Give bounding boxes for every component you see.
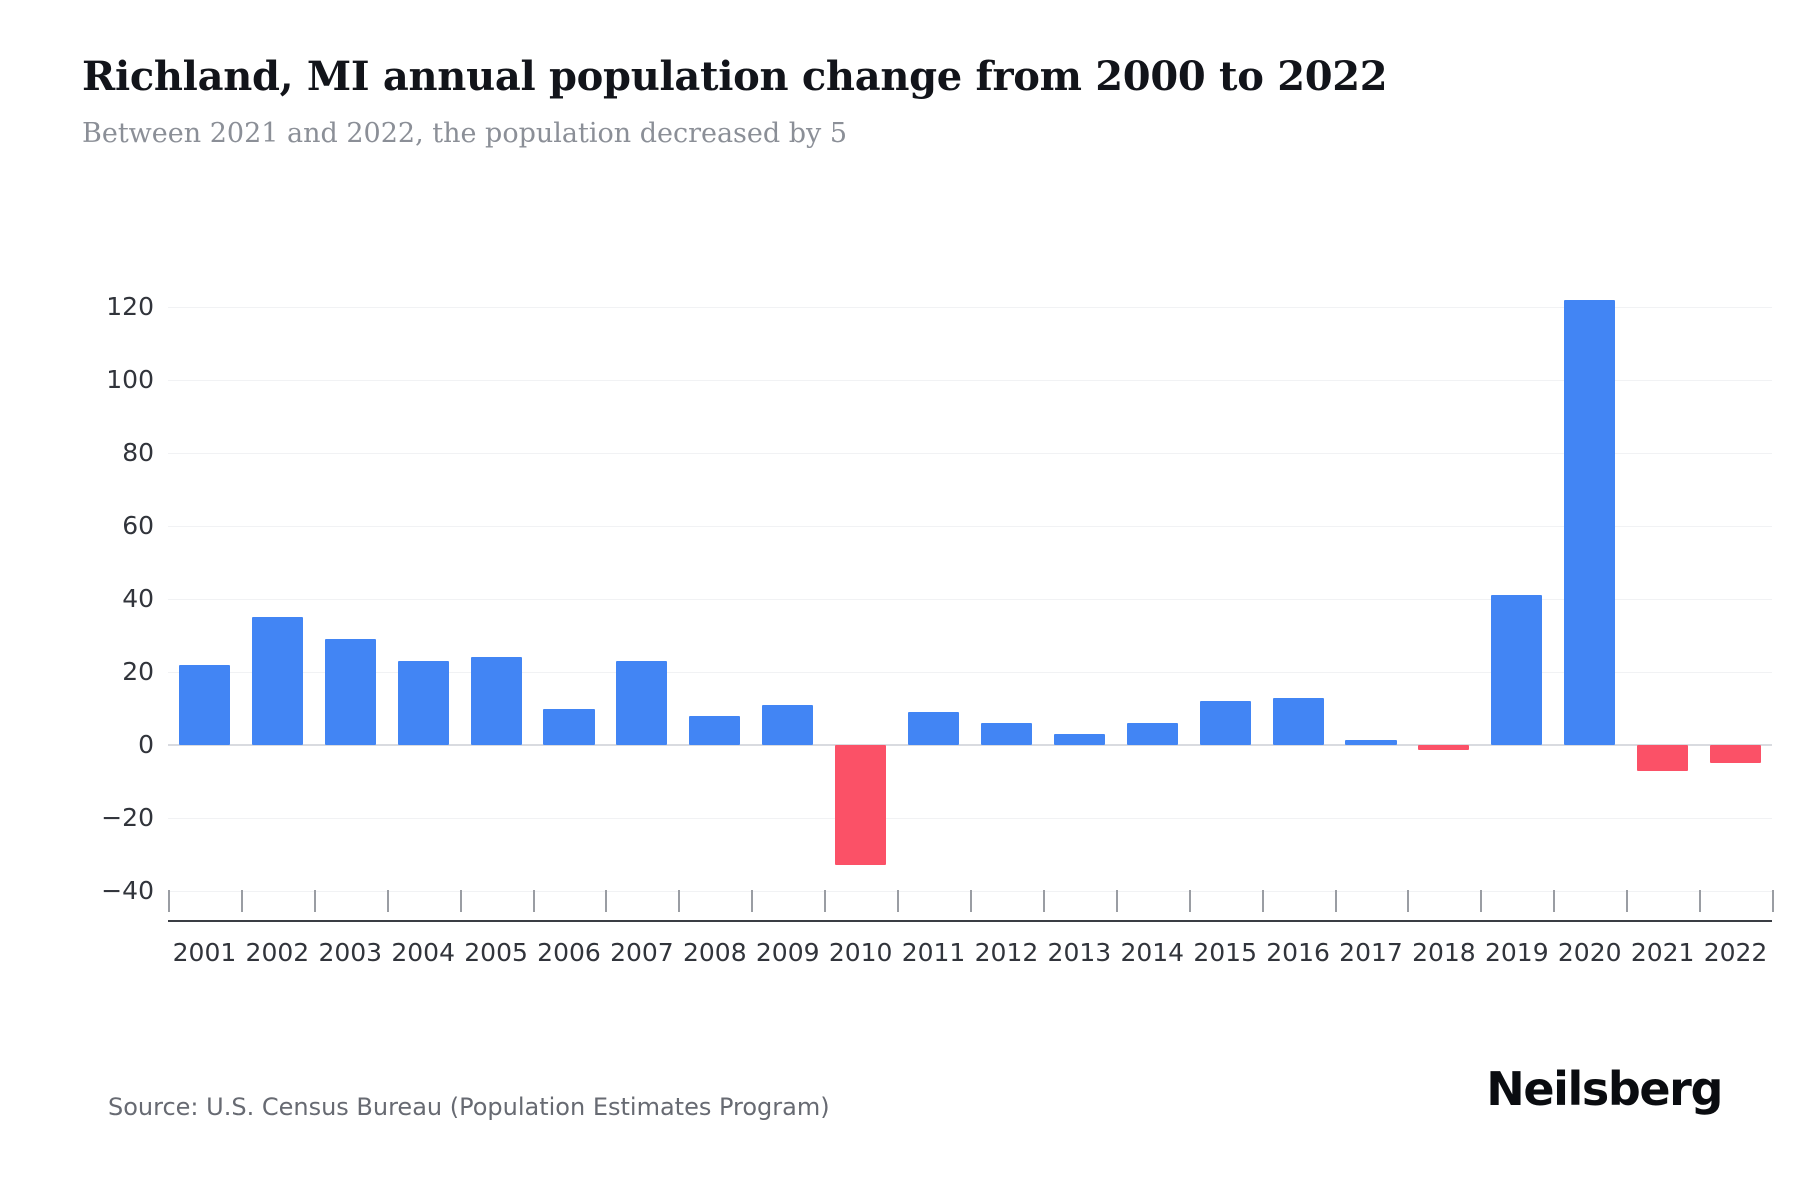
- x-axis-tick: [751, 890, 754, 912]
- gridline: [168, 599, 1772, 600]
- bar-2016[interactable]: [1272, 697, 1324, 745]
- bar-2015[interactable]: [1199, 701, 1251, 745]
- bar-2012[interactable]: [980, 723, 1032, 745]
- chart-header: Richland, MI annual population change fr…: [82, 52, 1722, 152]
- bar-2020[interactable]: [1564, 299, 1616, 745]
- x-axis-tick: [897, 890, 900, 912]
- x-axis-tick-label: 2009: [755, 938, 820, 967]
- gridline: [168, 526, 1772, 527]
- x-axis-tick-label: 2007: [610, 938, 674, 967]
- chart-subtitle: Between 2021 and 2022, the population de…: [82, 118, 848, 149]
- y-axis-tick-label: 60: [122, 511, 154, 540]
- x-axis-tick-label: 2005: [464, 938, 528, 967]
- bar-2006[interactable]: [543, 708, 595, 745]
- bar-2018[interactable]: [1418, 745, 1470, 750]
- source-note: Source: U.S. Census Bureau (Population E…: [108, 1093, 830, 1121]
- bar-2002[interactable]: [251, 617, 303, 745]
- x-axis-tick: [1480, 890, 1483, 912]
- y-axis-tick-label: 80: [122, 438, 154, 467]
- x-axis-tick: [313, 890, 316, 912]
- x-axis-tick: [240, 890, 243, 912]
- x-axis-tick: [386, 890, 389, 912]
- bar-2009[interactable]: [762, 704, 814, 745]
- x-axis-tick: [970, 890, 972, 912]
- y-axis-tick-label: 20: [122, 657, 154, 686]
- x-axis-tick: [1626, 890, 1629, 912]
- y-axis-tick-label: 40: [122, 584, 154, 613]
- x-axis-tick-label: 2022: [1703, 938, 1768, 967]
- bar-2022[interactable]: [1710, 745, 1762, 764]
- bar-2014[interactable]: [1126, 723, 1178, 745]
- x-axis-tick: [824, 890, 827, 912]
- x-axis-tick: [1699, 890, 1702, 912]
- x-axis-tick-label: 2017: [1339, 938, 1403, 967]
- brand-logo: Neilsberg: [1486, 1062, 1723, 1116]
- bar-2005[interactable]: [470, 657, 522, 745]
- y-axis-tick-label: 100: [106, 365, 154, 394]
- bar-2010[interactable]: [835, 745, 887, 866]
- x-axis-tick: [1188, 890, 1191, 912]
- gridline: [168, 818, 1772, 819]
- x-axis-tick: [459, 890, 462, 912]
- gridline: [168, 307, 1772, 308]
- x-axis-tick: [605, 890, 608, 912]
- x-axis-tick-label: 2013: [1047, 938, 1112, 967]
- x-axis-tick: [168, 890, 170, 912]
- bar-2004[interactable]: [397, 661, 449, 745]
- x-axis-tick-label: 2020: [1557, 938, 1622, 967]
- gridline: [168, 672, 1772, 673]
- bar-2001[interactable]: [178, 664, 230, 745]
- x-axis-tick: [1261, 890, 1264, 912]
- x-axis-tick-label: 2010: [828, 938, 893, 967]
- x-axis-tick: [1115, 890, 1118, 912]
- x-axis-tick: [678, 890, 681, 912]
- gridline: [168, 453, 1772, 454]
- y-axis-tick-label: 0: [138, 730, 154, 759]
- x-axis-tick-label: 2015: [1193, 938, 1257, 967]
- x-axis-tick-label: 2011: [901, 938, 966, 967]
- bar-2017[interactable]: [1345, 740, 1397, 745]
- y-axis-tick-label: 120: [106, 292, 154, 321]
- x-axis-tick: [1407, 890, 1410, 912]
- x-axis-tick-label: 2021: [1630, 938, 1695, 967]
- gridline: [168, 380, 1772, 381]
- x-axis-tick: [1334, 890, 1337, 912]
- x-axis-tick: [1772, 890, 1774, 912]
- zero-baseline: [168, 744, 1772, 746]
- y-axis-tick-label: −20: [101, 803, 154, 832]
- x-axis-line: [168, 920, 1772, 922]
- x-axis-tick: [532, 890, 535, 912]
- bar-2007[interactable]: [616, 661, 668, 745]
- x-axis-tick-label: 2019: [1485, 938, 1549, 967]
- x-axis-tick-label: 2014: [1120, 938, 1185, 967]
- x-axis-tick-label: 2006: [537, 938, 601, 967]
- x-axis-tick-label: 2012: [974, 938, 1039, 967]
- x-axis-tick: [1553, 890, 1556, 912]
- x-axis-tick: [1042, 890, 1045, 912]
- x-axis-tick-label: 2018: [1412, 938, 1476, 967]
- bar-2021[interactable]: [1637, 745, 1689, 771]
- bar-2013[interactable]: [1053, 734, 1105, 745]
- bar-2019[interactable]: [1491, 595, 1543, 745]
- x-axis-tick-label: 2003: [318, 938, 383, 967]
- bar-2003[interactable]: [324, 639, 376, 745]
- x-axis-tick-label: 2001: [172, 938, 237, 967]
- y-axis-tick-label: −40: [101, 876, 154, 905]
- x-axis-tick-label: 2016: [1266, 938, 1330, 967]
- bar-2011[interactable]: [908, 712, 960, 745]
- x-axis-tick-label: 2002: [245, 938, 310, 967]
- bar-2008[interactable]: [689, 715, 741, 745]
- x-axis-tick-label: 2008: [683, 938, 747, 967]
- page-title: Richland, MI annual population change fr…: [82, 53, 1388, 100]
- x-axis-tick-label: 2004: [391, 938, 455, 967]
